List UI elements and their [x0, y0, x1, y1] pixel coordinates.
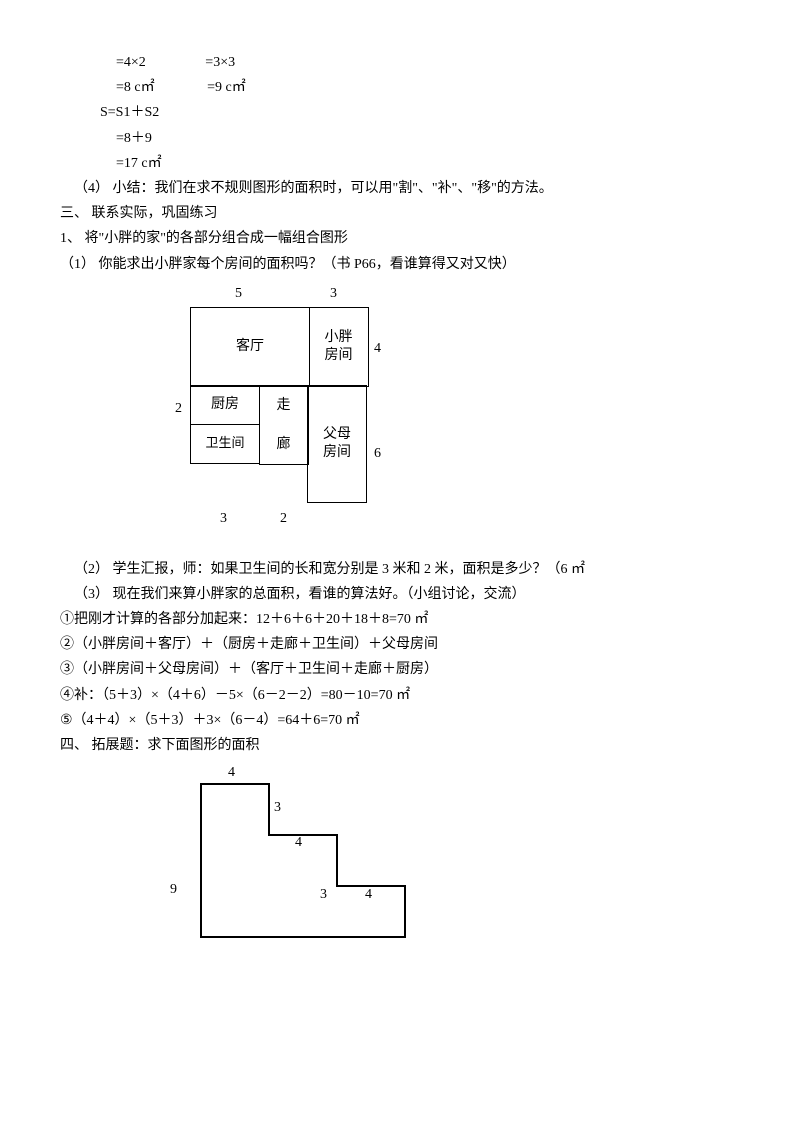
edge-s2v [336, 834, 338, 885]
section-3-1: 1、 将"小胖的家"的各部分组合成一幅组合图形 [60, 226, 740, 251]
calc-2b: =9 c㎡ [207, 80, 246, 95]
section-4-title: 四、 拓展题：求下面图形的面积 [60, 733, 740, 758]
section-3-1-1: （1） 你能求出小胖家每个房间的面积吗？（书 P66，看谁算得又对又快） [60, 252, 740, 277]
dim-s2-s1: 3 [274, 801, 281, 815]
dim-s2-s2: 4 [295, 836, 302, 850]
method-2: ②（小胖房间＋客厅）＋（厨房＋走廊＋卫生间）＋父母房间 [60, 632, 740, 657]
dim-s2-s4: 4 [365, 888, 372, 902]
dim-bot-1: 3 [220, 512, 227, 526]
section-3-1-3: （3） 现在我们来算小胖家的总面积，看谁的算法好。（小组讨论，交流） [74, 582, 740, 607]
calc-2a: =8 c㎡ [116, 80, 155, 95]
calc-5: =17 c㎡ [116, 156, 162, 171]
room-kitchen: 厨房 [190, 385, 260, 425]
room-bath-label: 卫生间 [205, 435, 244, 452]
edge-s1v [268, 783, 270, 834]
dim-top-1: 5 [235, 287, 242, 301]
section-3-1-2-text: （2） 学生汇报，师：如果卫生间的长和宽分别是 3 米和 2 米，面积是多少？（… [74, 562, 585, 577]
calc-row-1: =4×2 =3×3 [60, 50, 740, 75]
method-1: ①把刚才计算的各部分加起来：12＋6＋6＋20＋18＋8=70 ㎡ [60, 607, 740, 632]
edge-s1h [268, 834, 336, 836]
calc-row-4: =8＋9 [60, 126, 740, 151]
room-corridor: 走 廊 [259, 385, 309, 465]
dim-s2-s3: 3 [320, 888, 327, 902]
room-bath: 卫生间 [190, 424, 260, 464]
room-corridor-label-2: 廊 [277, 436, 291, 454]
room-living: 客厅 [190, 307, 310, 387]
edge-bottom [200, 936, 406, 938]
dim-right-1: 4 [374, 342, 381, 356]
room-living-label: 客厅 [236, 338, 264, 356]
room-kid: 小胖 房间 [309, 307, 369, 387]
calc-1b: =3×3 [205, 55, 235, 70]
room-parents: 父母 房间 [307, 385, 367, 503]
room-corridor-label-1: 走 [277, 397, 291, 415]
dim-right-2: 6 [374, 447, 381, 461]
dim-top-2: 3 [330, 287, 337, 301]
floorplan-diagram: 5 3 4 6 2 3 2 客厅 小胖 房间 厨房 走 廊 卫生间 父母 房间 [160, 287, 420, 547]
edge-left [200, 783, 202, 936]
dim-s2-top: 4 [228, 766, 235, 780]
item-4-summary: （4） 小结：我们在求不规则图形的面积时，可以用"割"、"补"、"移"的方法。 [74, 176, 740, 201]
calc-row-3: S=S1＋S2 [60, 100, 740, 125]
calc-1a: =4×2 [116, 55, 146, 70]
dim-bot-2: 2 [280, 512, 287, 526]
section-3-1-2: （2） 学生汇报，师：如果卫生间的长和宽分别是 3 米和 2 米，面积是多少？（… [74, 557, 740, 582]
edge-right [404, 885, 406, 936]
calc-4: =8＋9 [116, 131, 152, 146]
calc-3: S=S1＋S2 [100, 105, 159, 120]
dim-s2-left: 9 [170, 883, 177, 897]
edge-top [200, 783, 268, 785]
section-3-title: 三、 联系实际，巩固练习 [60, 201, 740, 226]
method-3: ③（小胖房间＋父母房间）＋（客厅＋卫生间＋走廊＋厨房） [60, 657, 740, 682]
calc-row-5: =17 c㎡ [60, 151, 740, 176]
method-5: ⑤（4＋4）×（5＋3）＋3×（6－4）=64＋6=70 ㎡ [60, 708, 740, 733]
item-4-text: （4） 小结：我们在求不规则图形的面积时，可以用"割"、"补"、"移"的方法。 [74, 181, 553, 196]
step-shape-diagram: 4 3 4 3 4 9 [160, 768, 440, 958]
calc-row-2: =8 c㎡ =9 c㎡ [60, 75, 740, 100]
method-4: ④补：（5＋3）×（4＋6）－5×（6－2－2）=80－10=70 ㎡ [60, 683, 740, 708]
dim-left: 2 [175, 402, 182, 416]
room-kitchen-label: 厨房 [211, 396, 239, 414]
